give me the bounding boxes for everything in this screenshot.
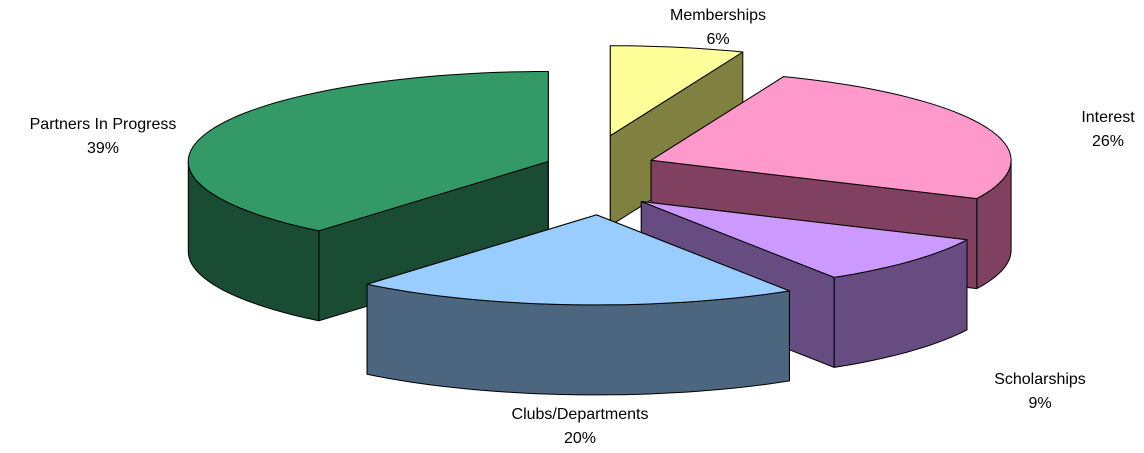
slice-label-value: 39% bbox=[87, 140, 119, 157]
slice-label-name: Clubs/Departments bbox=[512, 406, 649, 423]
slice-label-value: 9% bbox=[1028, 395, 1051, 412]
slice-label-name: Interest bbox=[1081, 109, 1135, 126]
slice-label-value: 6% bbox=[706, 31, 729, 48]
slice-top bbox=[650, 76, 1012, 200]
slice bbox=[366, 214, 790, 396]
slice-label-name: Memberships bbox=[670, 7, 766, 24]
slice-top bbox=[640, 201, 968, 278]
slice bbox=[187, 71, 549, 322]
slice-label-name: Scholarships bbox=[994, 371, 1086, 388]
slice-label-name: Partners In Progress bbox=[30, 116, 177, 133]
slice bbox=[609, 45, 744, 227]
slice-top bbox=[187, 71, 549, 232]
slice-top bbox=[366, 214, 790, 306]
slice-label-value: 20% bbox=[564, 430, 596, 447]
slice-top bbox=[609, 45, 744, 137]
slice-label-value: 26% bbox=[1092, 133, 1124, 150]
